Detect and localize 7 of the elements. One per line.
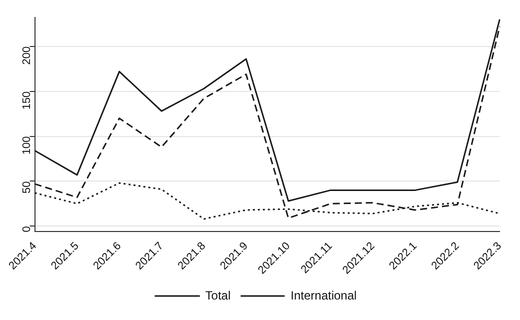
y-tick-label: 150 [20,91,33,110]
legend-label: International [290,288,357,302]
y-tick-label: 200 [20,46,33,65]
y-tick-label: 50 [20,181,33,194]
y-tick-label: 100 [20,136,33,155]
y-tick-label: 0 [20,226,33,232]
legend-label: Total [205,288,231,302]
